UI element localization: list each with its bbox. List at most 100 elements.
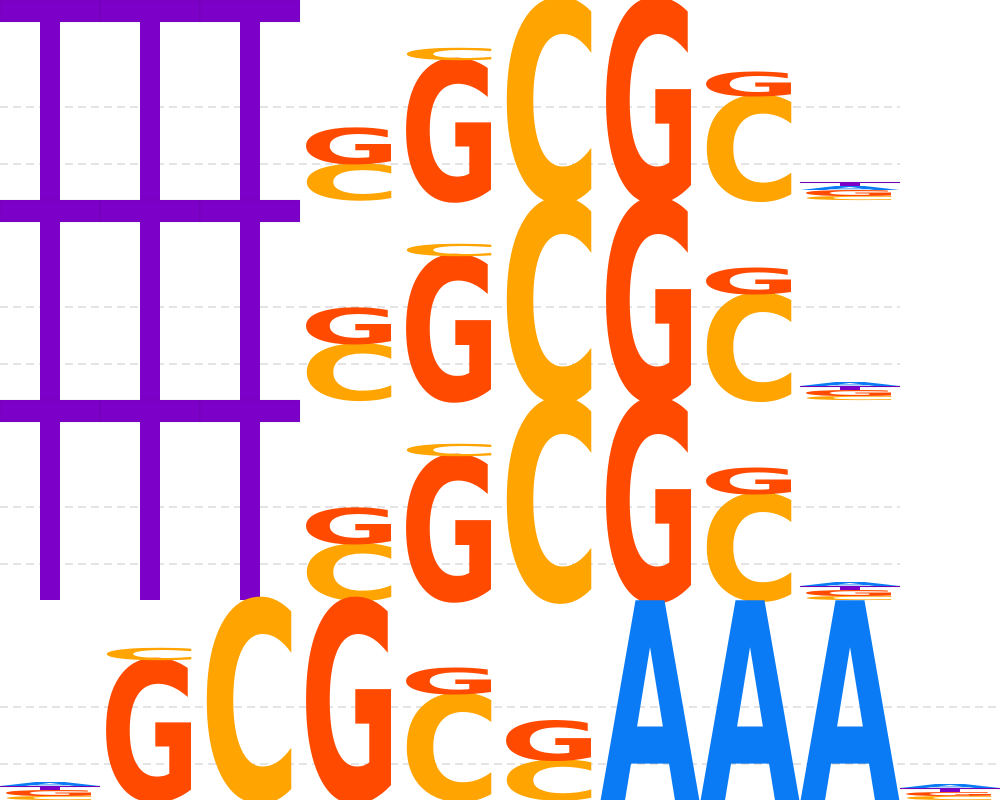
logo-letter-T-stem (140, 22, 160, 200)
logo-letter-C: C (700, 68, 800, 234)
logo-letter-C: C (500, 347, 600, 666)
logo-letter-C: C (300, 155, 400, 212)
logo-letter-T-bar (0, 199, 101, 223)
logo-column (99, 199, 201, 400)
logo-letter-C: C (500, 0, 600, 266)
logo-letter-G: G (600, 0, 700, 266)
logo-letter-C: C (700, 266, 800, 435)
logo-column (199, 199, 301, 400)
logo-letter-G: G (900, 791, 1000, 797)
logo-letter-T-bar (99, 0, 201, 23)
logo-letter-A: A (0, 781, 100, 787)
logo-column: CG (700, 461, 800, 635)
logo-letter-T-stem (140, 222, 160, 400)
logo-letter-T-stem (140, 422, 160, 600)
logo-letter-G: G (300, 498, 400, 555)
logo-column: CG (300, 118, 400, 212)
logo-column: CG (400, 661, 500, 800)
logo-column: CG (700, 261, 800, 435)
logo-column (199, 399, 301, 600)
logo-letter-A: A (600, 545, 700, 800)
logo-letter-G: G (0, 788, 100, 798)
logo-column: G (600, 0, 700, 266)
logo-letter-G: G (700, 261, 800, 302)
logo-column: CG (300, 498, 400, 618)
logo-letter-A: A (900, 783, 1000, 789)
logo-column (0, 199, 101, 400)
logo-letter-T-stem (840, 586, 860, 590)
logo-column: CG (300, 298, 400, 418)
logo-letter-C: C (100, 645, 200, 664)
logo-letter-C: C (800, 395, 900, 401)
logo-letter-C: C (700, 466, 800, 635)
logo-letter-T-bar (99, 199, 201, 223)
logo-letter-T-bar (199, 399, 301, 423)
logo-letter-T-bar (199, 199, 301, 223)
logo-letter-T-stem (240, 222, 260, 400)
logo-column: CGA (0, 781, 100, 800)
logo-column: A (700, 545, 800, 800)
logo-letter-G: G (300, 298, 400, 355)
logo-column (99, 399, 201, 600)
logo-column: C (500, 147, 600, 466)
logo-letter-T-stem (240, 22, 260, 200)
logo-letter-G: G (800, 388, 900, 398)
logo-letter-T-stem (40, 786, 60, 790)
logo-letter-G: G (800, 188, 900, 198)
logo-letter-G: G (700, 66, 800, 104)
logo-letter-A: A (800, 381, 900, 387)
logo-letter-G: G (300, 547, 400, 800)
logo-column: C (200, 547, 300, 800)
logo-column: GC (400, 22, 500, 245)
logo-letter-G: G (600, 147, 700, 466)
logo-letter-G: G (400, 22, 500, 245)
logo-letter-T-stem (40, 222, 60, 400)
logo-letter-A: A (700, 545, 800, 800)
logo-letter-C: C (300, 529, 400, 619)
logo-column: CG (700, 66, 800, 234)
logo-letter-G: G (500, 710, 600, 774)
logo-column: CGA (899, 783, 1000, 800)
logo-column (99, 0, 201, 200)
logo-column: CGA (799, 581, 900, 601)
logo-column (0, 0, 101, 200)
logo-letter-C: C (500, 750, 600, 800)
logo-letter-T-bar (99, 399, 201, 423)
logo-column: CG (500, 710, 600, 800)
logo-letter-G: G (800, 588, 900, 598)
logo-letter-G: G (400, 217, 500, 447)
logo-letter-T-stem (40, 422, 60, 600)
logo-letter-T-stem (240, 422, 260, 600)
logo-letter-A: A (800, 545, 900, 800)
logo-column: A (800, 545, 900, 800)
logo-letter-G: G (400, 417, 500, 647)
logo-letter-C: C (200, 547, 300, 800)
logo-column: C (500, 0, 600, 266)
logo-letter-G: G (600, 347, 700, 666)
logo-letter-G: G (400, 661, 500, 702)
logo-letter-T-stem (940, 788, 960, 792)
logo-column (0, 399, 101, 600)
logo-letter-C: C (0, 795, 100, 800)
logo-column: G (600, 347, 700, 666)
logo-column: C (500, 347, 600, 666)
logo-letter-C: C (500, 147, 600, 466)
logo-letter-G: G (700, 461, 800, 502)
logo-letter-T-stem (40, 22, 60, 200)
logo-column: GC (100, 622, 200, 800)
logo-column: GC (400, 417, 500, 647)
logo-column: GC (400, 217, 500, 447)
logo-letter-G: G (100, 622, 200, 800)
logo-letter-T-bar (0, 0, 101, 23)
logo-letter-C: C (400, 441, 500, 460)
logo-letter-A: A (800, 185, 900, 191)
logo-letter-C: C (400, 45, 500, 64)
logo-column: G (600, 147, 700, 466)
logo-letter-C: C (400, 241, 500, 260)
